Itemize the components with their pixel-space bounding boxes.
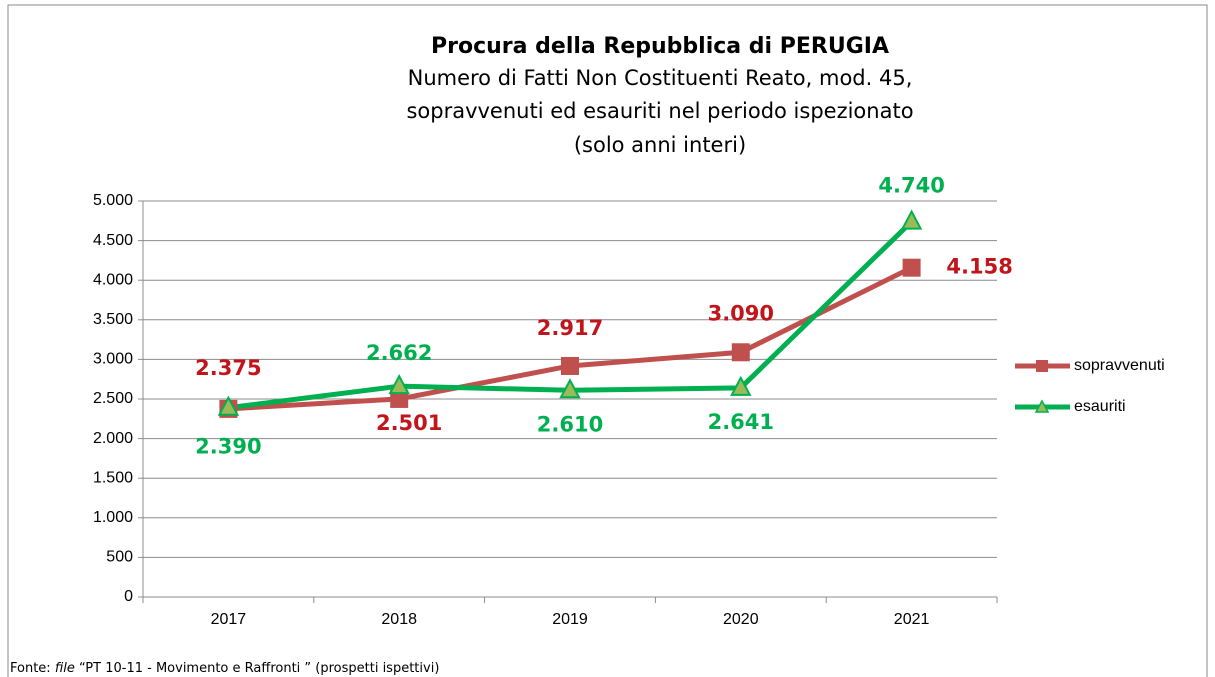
y-tick-label: 1.000 (93, 509, 133, 526)
data-label: 2.662 (366, 341, 432, 365)
point-marker (561, 356, 579, 375)
point-marker (388, 374, 410, 395)
data-label: 2.375 (195, 356, 261, 380)
x-tick-label: 2017 (211, 611, 247, 628)
x-tick-label: 2018 (381, 611, 417, 628)
x-tick-label: 2020 (723, 611, 759, 628)
chart-frame (7, 4, 1208, 677)
chart-subtitle: (solo anni interi) (574, 133, 746, 157)
chart-subtitle: sopravvenuti ed esauriti nel periodo isp… (406, 99, 913, 123)
point-marker (217, 395, 240, 416)
chart-title: Procura della Repubblica di PERUGIA (431, 34, 889, 59)
y-tick-label: 4.500 (93, 232, 133, 249)
point-marker (731, 343, 750, 362)
point-marker (900, 209, 923, 230)
legend-label: esauriti (1074, 398, 1126, 415)
y-tick-label: 4.000 (93, 271, 133, 288)
y-tick-label: 5.000 (93, 192, 133, 209)
point-marker (902, 258, 921, 277)
point-marker (730, 375, 752, 396)
source-text: file (55, 661, 75, 676)
y-tick-label: 1.500 (93, 469, 133, 486)
y-tick-label: 3.000 (93, 351, 133, 368)
point-marker (390, 389, 409, 408)
chart-subtitle: Numero di Fatti Non Costituenti Reato, m… (408, 66, 913, 90)
data-label: 2.641 (708, 410, 774, 434)
y-tick-label: 2.000 (93, 430, 133, 447)
data-label: 2.917 (537, 316, 603, 340)
data-label: 3.090 (708, 301, 774, 325)
data-label: 4.740 (878, 174, 944, 198)
x-tick-label: 2019 (552, 611, 588, 628)
source-note: Fonte: file “PT 10-11 - Movimento e Raff… (10, 661, 439, 676)
y-tick-label: 3.500 (93, 311, 133, 328)
legend-marker (1036, 360, 1048, 372)
legend-label: sopravvenuti (1074, 357, 1165, 374)
y-tick-label: 500 (106, 549, 133, 566)
y-tick-label: 2.500 (93, 390, 133, 407)
point-marker (559, 378, 581, 399)
data-label: 2.610 (537, 412, 603, 436)
data-label: 2.501 (376, 411, 442, 435)
legend-marker (1034, 399, 1050, 413)
y-tick-label: 0 (124, 588, 133, 605)
x-tick-label: 2021 (894, 611, 930, 628)
data-label: 4.158 (946, 255, 1012, 279)
source-text: Fonte: (10, 661, 55, 676)
source-text: “PT 10-11 - Movimento e Raffronti ” (pro… (75, 661, 440, 676)
data-label: 2.390 (195, 435, 261, 459)
